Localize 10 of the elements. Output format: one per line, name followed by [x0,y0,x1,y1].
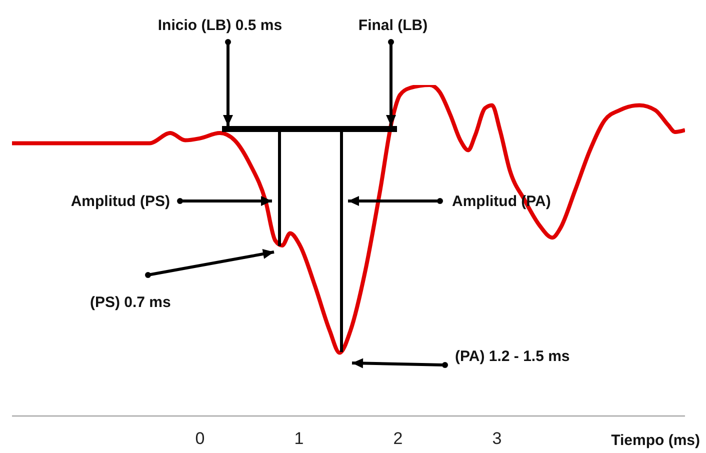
annotation: Amplitud (PS) [70,193,170,210]
x-tick-label: 3 [492,429,502,448]
text: Inicio (LB) 0.5 ms [158,17,282,34]
x-axis-title: Tiempo (ms) [611,432,700,449]
x-tick-label: 2 [393,429,403,448]
text: Final (LB) [358,17,428,34]
x-tick-label: 1 [294,429,304,448]
annotation: (PA) 1.2 - 1.5 ms [455,348,570,365]
annotation: (PS) 0.7 ms [90,294,171,311]
x-tick-label: 0 [195,429,205,448]
